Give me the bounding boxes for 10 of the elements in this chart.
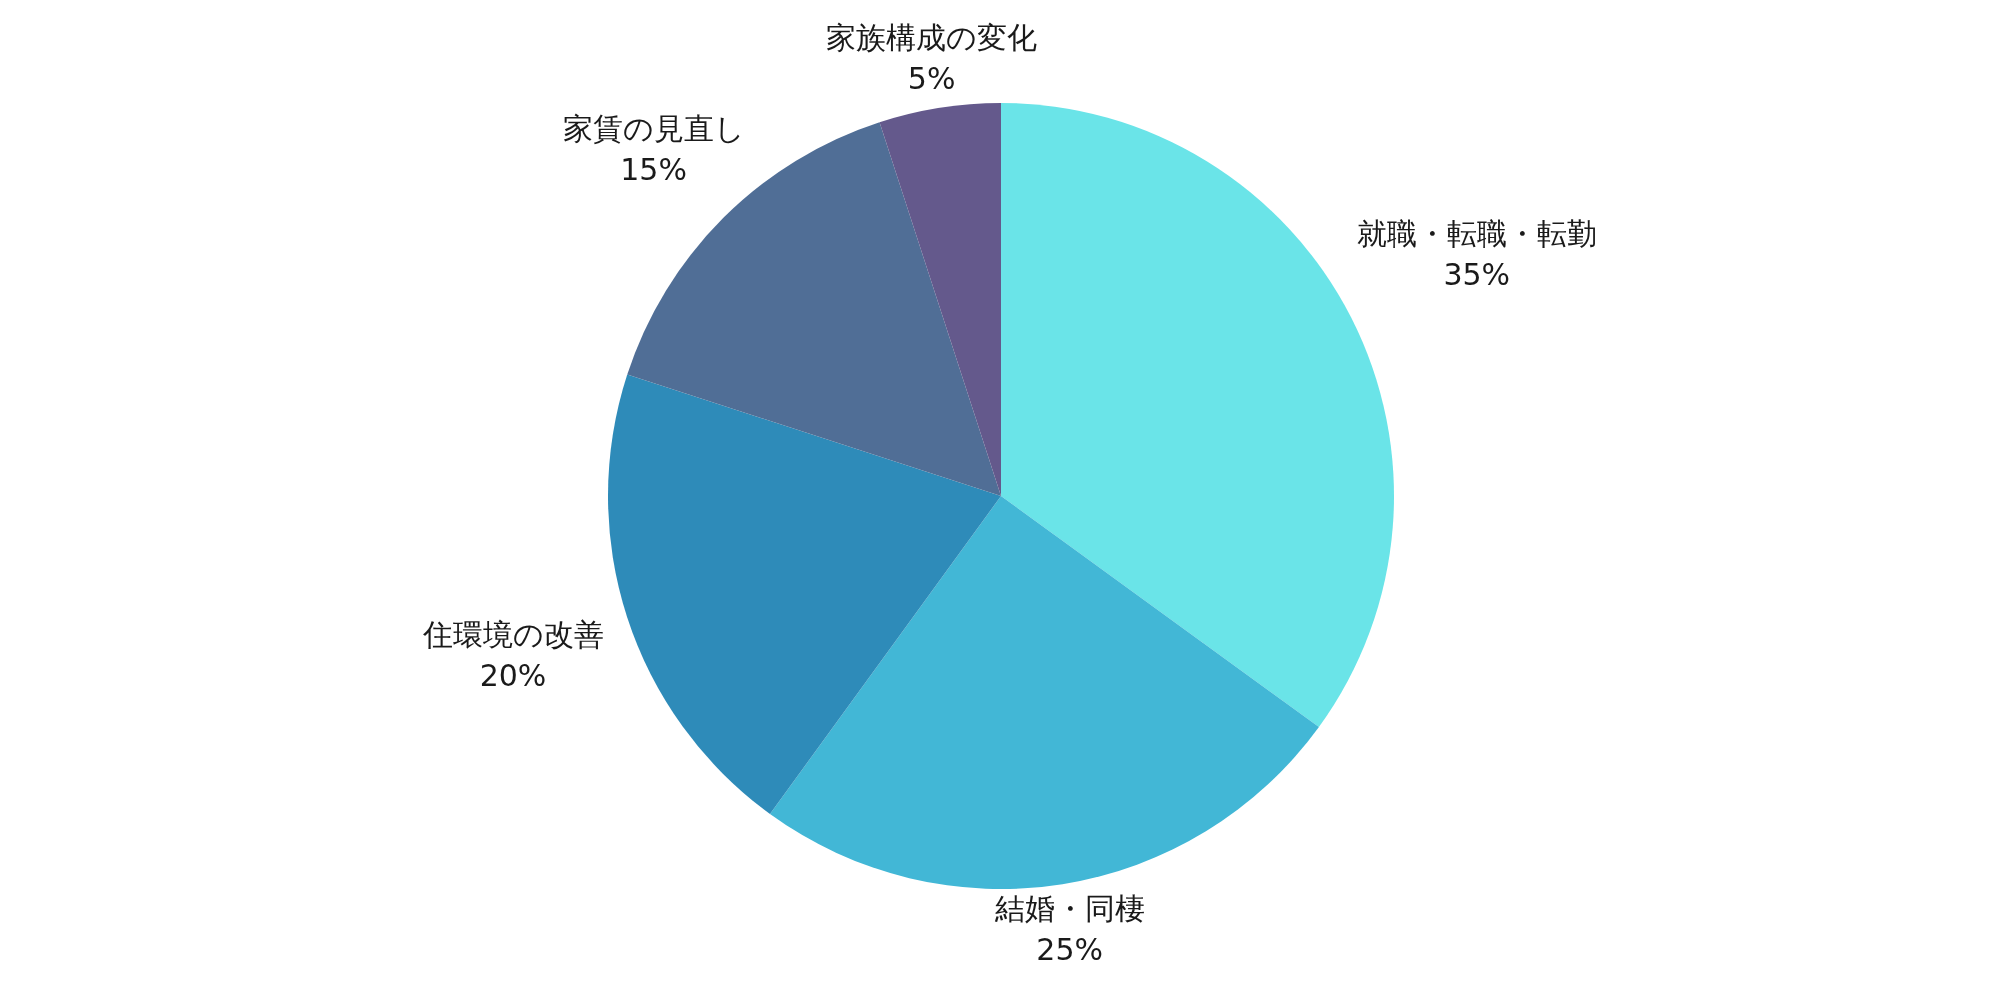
data-label: 15% — [620, 151, 687, 187]
data-label: 25% — [1036, 932, 1103, 968]
data-label: 5% — [907, 60, 956, 96]
slice-label: 結婚・同棲 — [993, 891, 1145, 927]
data-label: 35% — [1443, 256, 1511, 292]
slice-label: 住環境の改善 — [421, 616, 604, 652]
data-label: 20% — [479, 657, 547, 693]
slice-label: 就職・転職・転勤 — [1356, 215, 1597, 251]
slice-label: 家族構成の変化 — [826, 19, 1038, 55]
slice-label: 家賃の見直し — [562, 110, 745, 146]
